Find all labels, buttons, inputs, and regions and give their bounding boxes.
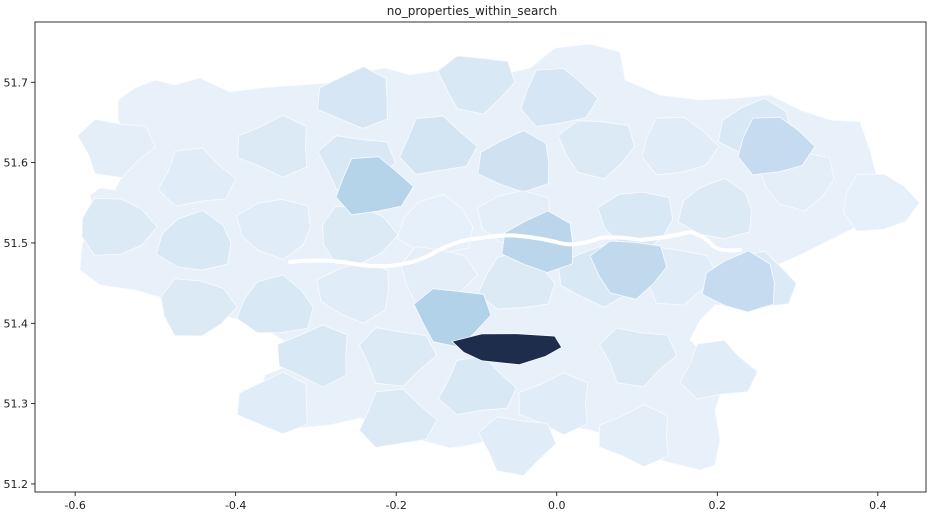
borough-region (236, 274, 314, 334)
borough-region (701, 250, 775, 313)
borough-region (598, 327, 678, 388)
borough-region (160, 278, 238, 337)
y-axis: 51.2 51.3 51.4 51.5 51.6 51.7 (4, 76, 35, 491)
y-tick-label: 51.3 (4, 398, 29, 411)
river-thames (288, 229, 742, 269)
y-tick-label: 51.6 (4, 157, 29, 170)
borough-region (155, 209, 232, 271)
x-tick-label: -0.4 (225, 499, 246, 512)
borough-region (843, 173, 921, 232)
borough-region (518, 372, 589, 436)
borough-region (589, 240, 668, 300)
borough-region (557, 120, 635, 180)
x-tick-label: 0.0 (548, 499, 566, 512)
chart-title: no_properties_within_search (387, 4, 557, 18)
borough-region (322, 205, 399, 264)
borough-region (335, 156, 414, 216)
borough-region (437, 355, 517, 416)
y-tick-label: 51.4 (4, 317, 29, 330)
x-axis: -0.6 -0.4 -0.2 0.0 0.2 0.4 (64, 492, 887, 512)
borough-region (236, 371, 308, 435)
borough-region (520, 67, 599, 127)
borough-region (81, 197, 158, 256)
borough-region (679, 339, 759, 400)
x-tick-label: 0.4 (869, 499, 887, 512)
borough-region (277, 324, 348, 388)
x-tick-label: 0.2 (709, 499, 727, 512)
borough-region (437, 55, 516, 115)
borough-region (396, 193, 474, 254)
borough-region (677, 177, 753, 240)
borough-regions (77, 55, 921, 476)
borough-region (157, 147, 237, 207)
borough-region (358, 327, 438, 387)
x-tick-label: -0.6 (64, 499, 85, 512)
borough-region (501, 210, 574, 273)
borough-region (477, 130, 550, 193)
x-tick-label: -0.2 (385, 499, 406, 512)
borough-region (399, 115, 478, 175)
borough-region (77, 118, 156, 179)
y-tick-label: 51.7 (4, 76, 29, 89)
borough-region (236, 198, 311, 260)
y-tick-label: 51.2 (4, 478, 29, 491)
max-value-region (451, 333, 563, 366)
axes-frame (34, 21, 927, 493)
borough-region (641, 116, 720, 176)
y-tick-label: 51.5 (4, 237, 29, 250)
borough-region (478, 416, 557, 476)
borough-region (598, 404, 669, 467)
borough-region (358, 388, 438, 448)
borough-region (737, 116, 816, 176)
borough-region (317, 66, 388, 129)
borough-region (237, 114, 308, 178)
london-map (77, 43, 921, 476)
